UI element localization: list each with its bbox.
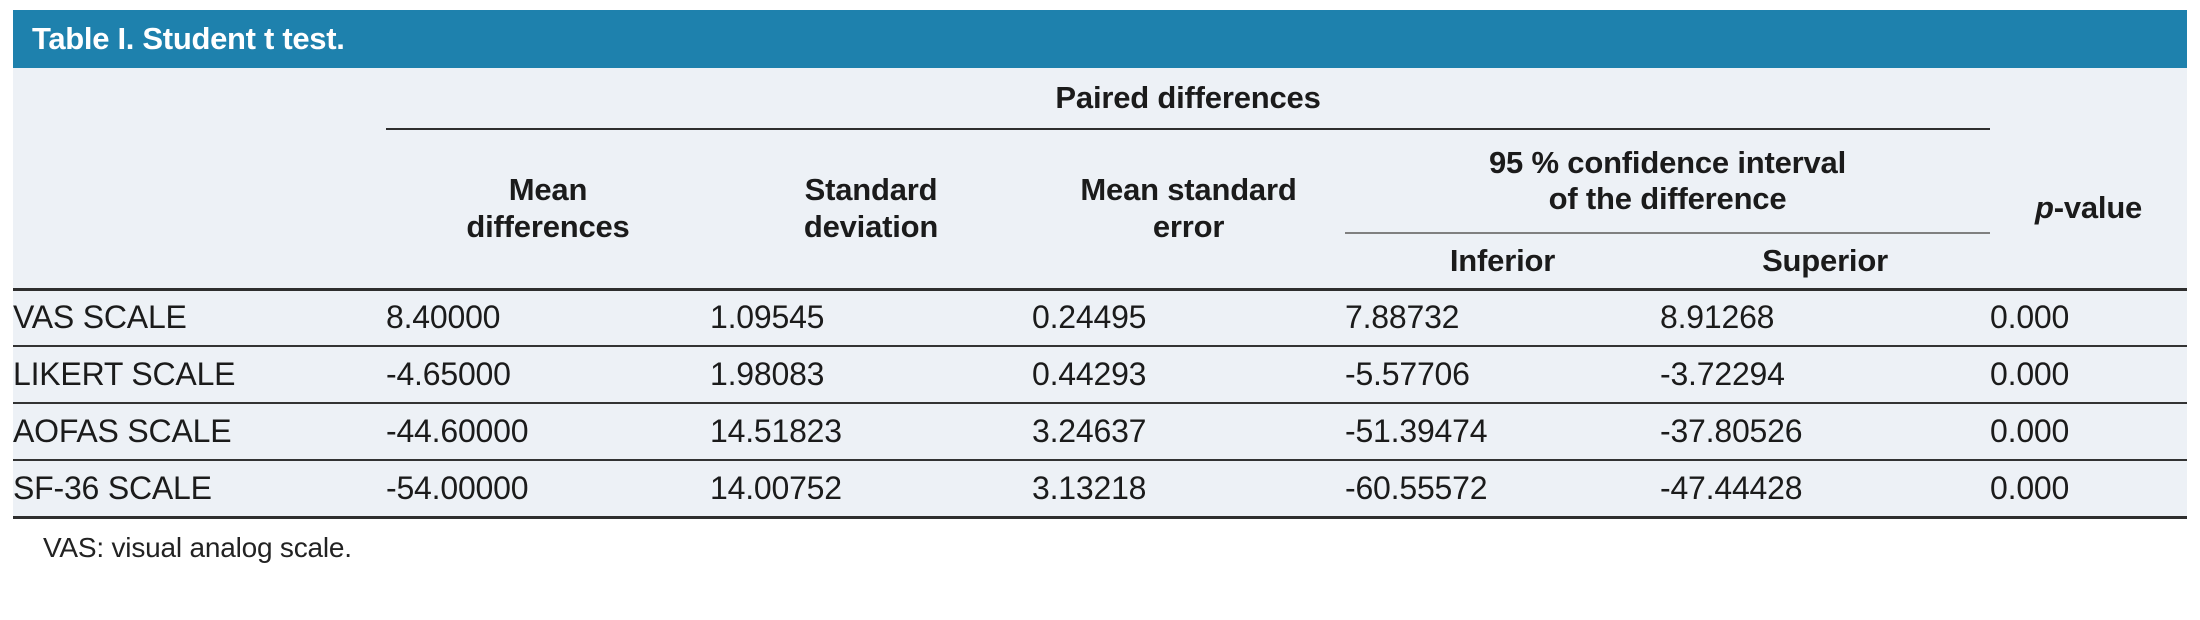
cell-standard-deviation: 1.98083 xyxy=(710,345,1032,403)
header-standard-deviation-line2: deviation xyxy=(803,208,939,244)
cell-scale: SF-36 SCALE xyxy=(13,459,386,519)
table-header: Paired differences Mean differences Stan… xyxy=(13,68,2187,289)
cell-ci-superior: -3.72294 xyxy=(1660,345,1991,403)
cell-ci-inferior: -60.55572 xyxy=(1345,459,1660,519)
header-spacer-right xyxy=(1990,68,2187,129)
table-row-vas: VAS SCALE 8.40000 1.09545 0.24495 7.8873… xyxy=(13,287,2188,346)
column-header-row: Mean differences Standard deviation Mean… xyxy=(13,129,2187,244)
cell-scale: AOFAS SCALE xyxy=(13,402,386,460)
header-scale-empty xyxy=(13,129,386,289)
cell-standard-deviation: 14.00752 xyxy=(710,459,1032,519)
table-row-aofas: AOFAS SCALE -44.60000 14.51823 3.24637 -… xyxy=(13,402,2188,460)
cell-ci-superior: -37.80526 xyxy=(1660,402,1991,460)
header-paired-differences: Paired differences xyxy=(386,68,1991,130)
table-title-bar: Table I. Student t test. xyxy=(13,10,2187,68)
header-ci-superior: Superior xyxy=(1762,242,1888,278)
cell-mean-differences: -4.65000 xyxy=(386,345,710,403)
cell-ci-superior: 8.91268 xyxy=(1660,287,1991,346)
cell-mean-standard-error: 0.44293 xyxy=(1032,345,1345,403)
header-standard-deviation: Standard deviation xyxy=(710,129,1032,289)
cell-scale: LIKERT SCALE xyxy=(13,345,386,403)
paired-differences-row: Paired differences xyxy=(13,68,2187,130)
cell-mean-differences: -54.00000 xyxy=(386,459,710,519)
header-mean-differences-line2: differences xyxy=(466,208,630,244)
cell-standard-deviation: 14.51823 xyxy=(710,402,1032,460)
cell-ci-superior: -47.44428 xyxy=(1660,459,1991,519)
header-mean-standard-error-line2: error xyxy=(1152,208,1225,244)
header-ci-inferior: Inferior xyxy=(1449,242,1556,278)
header-mean-differences: Mean differences xyxy=(386,129,710,289)
header-standard-deviation-line1: Standard xyxy=(804,172,938,208)
cell-ci-inferior: 7.88732 xyxy=(1345,287,1660,346)
cell-standard-deviation: 1.09545 xyxy=(710,287,1032,346)
header-confidence-interval-line1: 95 % confidence interval xyxy=(1489,144,1847,180)
cell-ci-inferior: -5.57706 xyxy=(1345,345,1660,403)
table-title: Table I. Student t test. xyxy=(32,21,345,56)
cell-ci-inferior: -51.39474 xyxy=(1345,402,1660,460)
cell-p-value: 0.000 xyxy=(1990,287,2188,346)
cell-p-value: 0.000 xyxy=(1990,459,2188,519)
table-row-sf36: SF-36 SCALE -54.00000 14.00752 3.13218 -… xyxy=(13,459,2188,519)
header-mean-standard-error: Mean standard error xyxy=(1032,129,1345,289)
header-confidence-interval-line2: of the difference xyxy=(1548,181,1787,216)
header-mean-standard-error-line1: Mean standard xyxy=(1080,172,1297,208)
ci-subheader-row: Inferior Superior xyxy=(13,233,2187,289)
table-container: Table I. Student t test. Paired differen… xyxy=(13,10,2188,564)
cell-mean-differences: 8.40000 xyxy=(386,287,710,346)
table-row-likert: LIKERT SCALE -4.65000 1.98083 0.44293 -5… xyxy=(13,345,2188,403)
header-mean-differences-line1: Mean xyxy=(508,172,588,208)
cell-mean-standard-error: 3.24637 xyxy=(1032,402,1345,460)
table-footnote: VAS: visual analog scale. xyxy=(43,531,352,563)
cell-mean-differences: -44.60000 xyxy=(386,402,710,460)
cell-mean-standard-error: 0.24495 xyxy=(1032,287,1345,346)
cell-scale: VAS SCALE xyxy=(13,287,386,346)
header-p-value-rest: -value xyxy=(2053,190,2143,226)
header-p-value-italic: p xyxy=(2034,190,2054,226)
header-confidence-interval: 95 % confidence interval of the differen… xyxy=(1345,129,1991,234)
cell-mean-standard-error: 3.13218 xyxy=(1032,459,1345,519)
header-p-value: p-value xyxy=(1990,129,2187,289)
table-body: VAS SCALE 8.40000 1.09545 0.24495 7.8873… xyxy=(13,287,2188,519)
header-spacer-left xyxy=(13,68,386,129)
cell-p-value: 0.000 xyxy=(1990,402,2188,460)
cell-p-value: 0.000 xyxy=(1990,345,2188,403)
student-t-test-table: Paired differences Mean differences Stan… xyxy=(13,68,2188,519)
